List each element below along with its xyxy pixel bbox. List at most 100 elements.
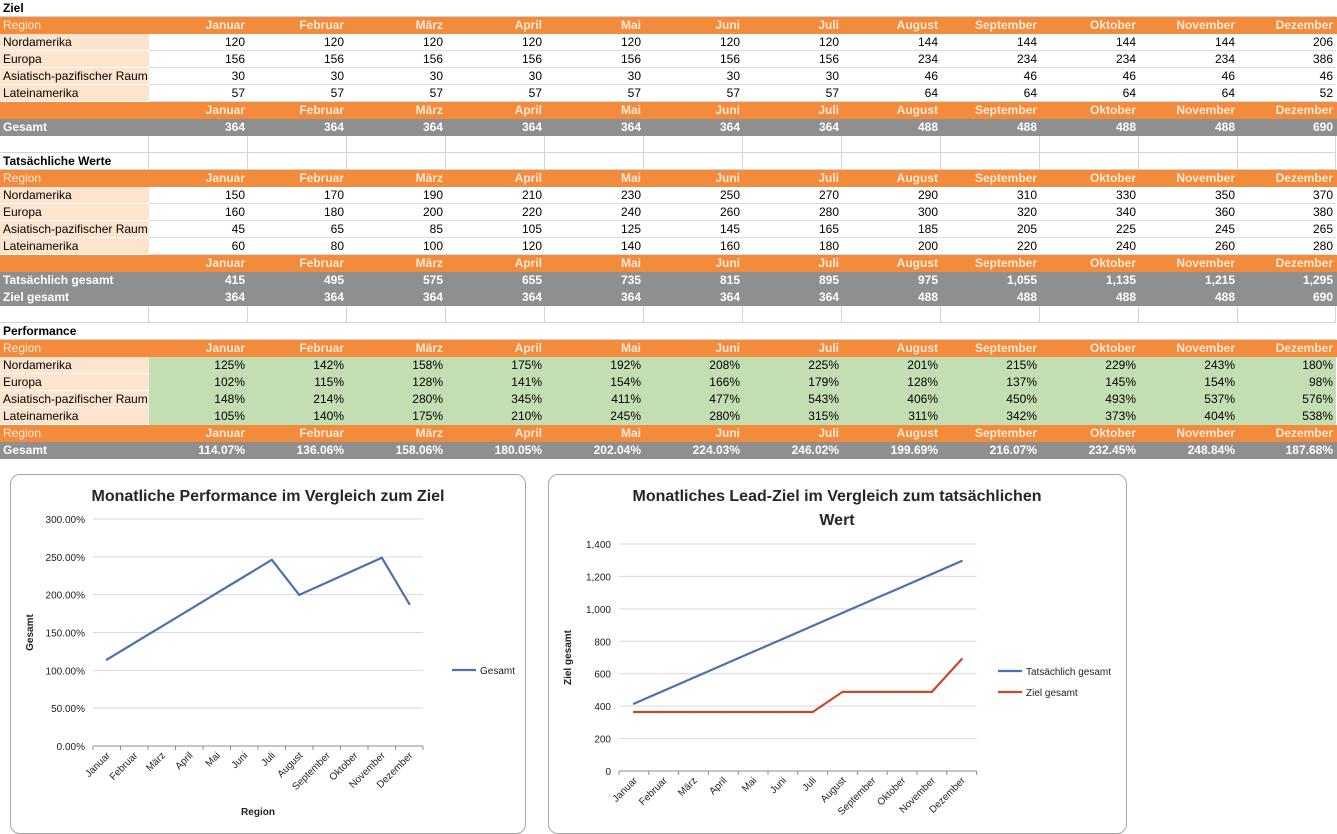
header-cell[interactable]: Juni: [715, 341, 740, 355]
empty-cell[interactable]: [149, 153, 248, 170]
value-cell[interactable]: 206: [1238, 34, 1336, 51]
value-cell[interactable]: 180: [248, 204, 347, 221]
header-cell[interactable]: Februar: [299, 171, 344, 185]
header-cell[interactable]: Februar: [299, 18, 344, 32]
value-cell[interactable]: 240: [1040, 238, 1139, 255]
empty-cell[interactable]: [1139, 306, 1238, 323]
region-cell[interactable]: Lateinamerika: [0, 408, 149, 425]
header-cell[interactable]: September: [974, 341, 1037, 355]
empty-cell[interactable]: [0, 306, 149, 323]
value-cell[interactable]: 166%: [644, 374, 743, 391]
value-cell[interactable]: 46: [1238, 68, 1336, 85]
value-cell[interactable]: 190: [347, 187, 446, 204]
value-cell[interactable]: 141%: [446, 374, 545, 391]
total-cell[interactable]: 364: [818, 120, 839, 134]
value-cell[interactable]: 201%: [842, 357, 941, 374]
value-cell[interactable]: 234: [1139, 51, 1238, 68]
value-cell[interactable]: 538%: [1238, 408, 1336, 425]
value-cell[interactable]: 57: [545, 85, 644, 102]
value-cell[interactable]: 245: [1139, 221, 1238, 238]
empty-cell[interactable]: [1040, 136, 1139, 153]
header-cell[interactable]: Oktober: [1089, 426, 1136, 440]
value-cell[interactable]: 330: [1040, 187, 1139, 204]
header-cell[interactable]: Januar: [205, 18, 245, 32]
header-cell[interactable]: Februar: [299, 341, 344, 355]
empty-cell[interactable]: [1139, 136, 1238, 153]
empty-cell[interactable]: [1238, 323, 1336, 340]
value-cell[interactable]: 280: [1238, 238, 1336, 255]
empty-cell[interactable]: [446, 136, 545, 153]
header-cell[interactable]: Mai: [620, 256, 641, 270]
header-cell[interactable]: Februar: [299, 256, 344, 270]
value-cell[interactable]: 64: [1040, 85, 1139, 102]
region-cell[interactable]: Lateinamerika: [0, 238, 149, 255]
total-cell[interactable]: 655: [521, 273, 542, 287]
empty-cell[interactable]: [545, 306, 644, 323]
region-cell[interactable]: Nordamerika: [0, 357, 149, 374]
value-cell[interactable]: 576%: [1238, 391, 1336, 408]
header-cell[interactable]: Dezember: [1275, 18, 1333, 32]
region-cell[interactable]: Nordamerika: [0, 187, 149, 204]
value-cell[interactable]: 406%: [842, 391, 941, 408]
section-title[interactable]: Tatsächliche Werte: [0, 153, 149, 170]
header-cell[interactable]: Juni: [715, 18, 740, 32]
value-cell[interactable]: 229%: [1040, 357, 1139, 374]
empty-cell[interactable]: [1238, 136, 1336, 153]
header-cell[interactable]: November: [1176, 256, 1235, 270]
total-cell[interactable]: 488: [917, 290, 938, 304]
region-cell[interactable]: Europa: [0, 374, 149, 391]
region-cell[interactable]: Asiatisch-pazifischer Raum: [0, 221, 149, 238]
value-cell[interactable]: 214%: [248, 391, 347, 408]
total-cell[interactable]: 1,295: [1302, 273, 1333, 287]
total-cell[interactable]: 488: [1115, 120, 1136, 134]
header-cell[interactable]: September: [974, 256, 1037, 270]
value-cell[interactable]: 128%: [347, 374, 446, 391]
value-cell[interactable]: 120: [446, 34, 545, 51]
empty-cell[interactable]: [743, 323, 842, 340]
value-cell[interactable]: 140%: [248, 408, 347, 425]
value-cell[interactable]: 144: [1139, 34, 1238, 51]
empty-cell[interactable]: [545, 136, 644, 153]
total-label[interactable]: Ziel gesamt: [3, 290, 70, 304]
empty-cell[interactable]: [347, 0, 446, 17]
value-cell[interactable]: 105%: [149, 408, 248, 425]
total-cell[interactable]: 364: [422, 120, 443, 134]
value-cell[interactable]: 160: [149, 204, 248, 221]
spreadsheet[interactable]: Ziel Region Januar Februar März April Mai Juni J…: [0, 0, 1337, 459]
value-cell[interactable]: 210: [446, 187, 545, 204]
empty-cell[interactable]: [1139, 0, 1238, 17]
value-cell[interactable]: 220: [941, 238, 1040, 255]
value-cell[interactable]: 102%: [149, 374, 248, 391]
total-cell[interactable]: 415: [224, 273, 245, 287]
value-cell[interactable]: 250: [644, 187, 743, 204]
value-cell[interactable]: 142%: [248, 357, 347, 374]
value-cell[interactable]: 46: [842, 68, 941, 85]
value-cell[interactable]: 64: [842, 85, 941, 102]
header-cell[interactable]: Januar: [205, 103, 245, 117]
region-cell[interactable]: Europa: [0, 51, 149, 68]
value-cell[interactable]: 493%: [1040, 391, 1139, 408]
total-cell[interactable]: 364: [224, 290, 245, 304]
total-cell[interactable]: 488: [1214, 290, 1235, 304]
header-cell[interactable]: November: [1176, 341, 1235, 355]
value-cell[interactable]: 105: [446, 221, 545, 238]
value-cell[interactable]: 120: [545, 34, 644, 51]
total-label[interactable]: Tatsächlich gesamt: [3, 273, 114, 287]
value-cell[interactable]: 160: [644, 238, 743, 255]
empty-cell[interactable]: [347, 136, 446, 153]
empty-cell[interactable]: [248, 136, 347, 153]
empty-cell[interactable]: [1238, 153, 1336, 170]
performance-chart[interactable]: Monatliche Performance im Vergleich zum …: [10, 474, 526, 834]
total-cell[interactable]: 815: [719, 273, 740, 287]
section-title[interactable]: Ziel: [0, 0, 149, 17]
total-cell[interactable]: 199.69%: [890, 443, 938, 457]
header-cell[interactable]: November: [1176, 171, 1235, 185]
value-cell[interactable]: 243%: [1139, 357, 1238, 374]
header-cell[interactable]: August: [896, 256, 938, 270]
value-cell[interactable]: 156: [248, 51, 347, 68]
header-cell[interactable]: Juli: [818, 341, 839, 355]
header-cell[interactable]: Dezember: [1275, 103, 1333, 117]
header-cell[interactable]: September: [974, 18, 1037, 32]
value-cell[interactable]: 158%: [347, 357, 446, 374]
header-cell[interactable]: Dezember: [1275, 341, 1333, 355]
